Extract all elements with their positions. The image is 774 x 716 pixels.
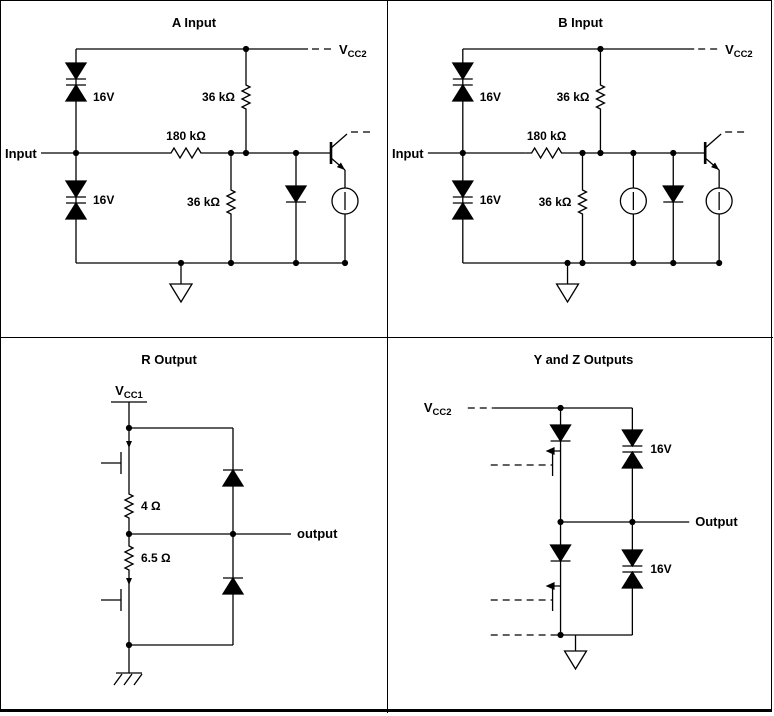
tvs-top-value: 16V <box>650 442 671 456</box>
junction-dots <box>459 45 723 267</box>
ground-symbol <box>169 283 193 303</box>
input-label: Input <box>5 146 37 161</box>
ground-symbol <box>555 283 580 303</box>
panel-title: A Input <box>172 15 217 30</box>
resistor-36k-top-value: 36 kΩ <box>557 90 590 104</box>
junction-dots <box>72 45 349 267</box>
resistor-6p5ohm-value: 6.5 Ω <box>141 551 171 565</box>
resistor-6p5ohm <box>123 542 135 574</box>
mosfet-low-side-icon <box>120 578 132 615</box>
panel-title: R Output <box>141 352 197 367</box>
b-input-schematic: B Input Input <box>392 15 753 303</box>
panel-yz-outputs: Y and Z Outputs VCC2 16V 16V Ou <box>388 338 773 713</box>
resistor-4ohm-value: 4 Ω <box>141 499 161 513</box>
ground-symbol <box>563 650 588 670</box>
resistor-180k-value: 180 kΩ <box>166 129 206 143</box>
resistor-180k <box>525 146 568 160</box>
resistor-36k-top <box>595 81 606 113</box>
clamp-diode-top-icon <box>222 469 244 487</box>
clamp-diode-icon <box>285 185 307 203</box>
junction-dots <box>125 424 237 649</box>
panel-b-input: B Input Input <box>388 1 773 338</box>
tvs-bottom-value: 16V <box>650 562 671 576</box>
resistor-36k-bottom-value: 36 kΩ <box>539 195 572 209</box>
vcc2-label: VCC2 <box>424 400 452 418</box>
tvs-diode-pair-top-icon <box>621 429 643 469</box>
series-diode-top-icon <box>549 424 572 442</box>
resistor-4ohm <box>123 490 135 522</box>
vcc2-label: VCC2 <box>725 42 753 60</box>
vcc2-label: VCC2 <box>339 42 367 60</box>
a-input-schematic: A Input Input VCC2 16 <box>5 15 373 303</box>
current-source-right-icon <box>705 187 733 215</box>
npn-transistor-icon <box>703 131 748 171</box>
clamp-diode-icon <box>662 185 684 203</box>
tvs-diode-pair-bottom-icon <box>621 549 643 589</box>
tvs-top-value: 16V <box>480 90 501 104</box>
output-label: output <box>297 526 338 541</box>
resistor-36k-top-value: 36 kΩ <box>202 90 235 104</box>
resistor-36k-bottom <box>225 186 237 218</box>
series-diode-bottom-icon <box>549 544 572 562</box>
mosfet-low-side-icon <box>545 582 562 615</box>
current-source-icon <box>331 187 359 215</box>
yz-outputs-schematic: Y and Z Outputs VCC2 16V 16V Ou <box>424 352 738 670</box>
clamp-diode-bottom-icon <box>222 577 244 595</box>
panel-title: B Input <box>558 15 603 30</box>
resistor-180k-value: 180 kΩ <box>527 129 567 143</box>
panel-r-output: R Output VCC1 4 Ω 6.5 Ω output <box>1 338 388 713</box>
tvs-bottom-value: 16V <box>480 193 501 207</box>
ground-symbol <box>113 672 143 686</box>
r-output-schematic: R Output VCC1 4 Ω 6.5 Ω output <box>101 352 338 686</box>
tvs-top-value: 16V <box>93 90 114 104</box>
wires <box>41 48 346 284</box>
resistor-180k <box>165 146 207 160</box>
vcc1-label: VCC1 <box>115 383 143 401</box>
input-label: Input <box>392 146 424 161</box>
resistor-36k-top <box>240 81 252 113</box>
tvs-bottom-value: 16V <box>93 193 114 207</box>
panel-a-input: A Input Input VCC2 16 <box>1 1 388 338</box>
output-label: Output <box>695 514 738 529</box>
current-source-left-icon <box>619 187 647 215</box>
dashed-wires <box>467 407 556 636</box>
resistor-36k-bottom-value: 36 kΩ <box>187 195 220 209</box>
mosfet-high-side-icon <box>120 441 132 478</box>
resistor-36k-bottom <box>577 186 588 218</box>
mosfet-high-side-icon <box>545 447 562 480</box>
panel-title: Y and Z Outputs <box>534 352 634 367</box>
npn-transistor-icon <box>329 131 373 171</box>
wires <box>427 48 720 284</box>
